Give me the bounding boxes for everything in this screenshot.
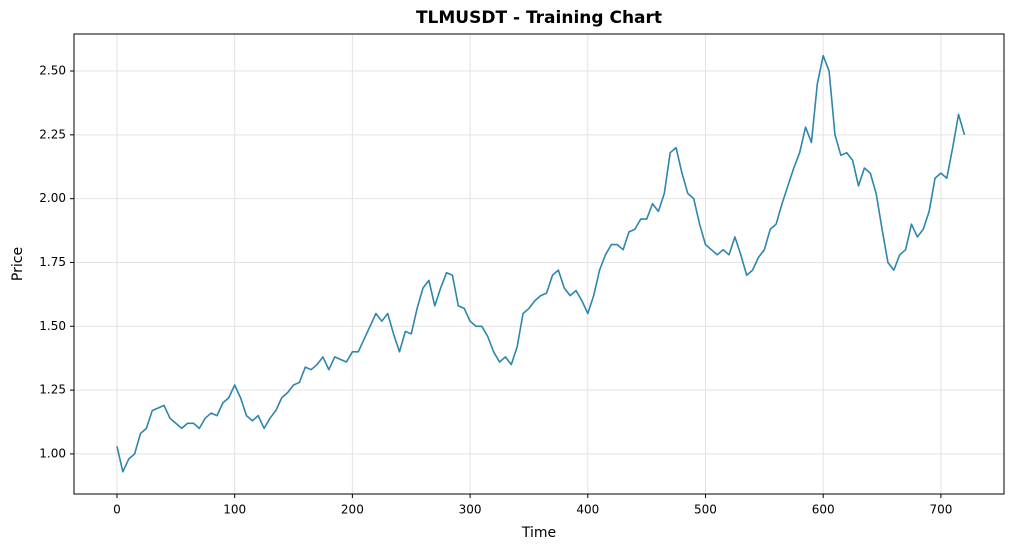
x-tick-label: 100 bbox=[223, 503, 246, 517]
x-axis-label: Time bbox=[521, 525, 556, 541]
y-axis-label: Price bbox=[10, 247, 26, 281]
x-tick-label: 200 bbox=[341, 503, 364, 517]
y-tick-label: 2.25 bbox=[39, 127, 66, 141]
y-tick-label: 1.50 bbox=[39, 319, 66, 333]
y-tick-label: 1.75 bbox=[39, 255, 66, 269]
chart-title: TLMUSDT - Training Chart bbox=[416, 8, 662, 28]
x-tick-label: 500 bbox=[694, 503, 717, 517]
y-tick-label: 2.00 bbox=[39, 191, 66, 205]
plot-frame bbox=[73, 33, 1005, 495]
x-tick-label: 400 bbox=[576, 503, 599, 517]
price-line bbox=[116, 54, 966, 473]
x-tick-label: 700 bbox=[929, 503, 952, 517]
x-tick-label: 600 bbox=[812, 503, 835, 517]
y-tick-label: 1.00 bbox=[39, 446, 66, 460]
x-tick-label: 300 bbox=[459, 503, 482, 517]
y-tick-label: 1.25 bbox=[39, 383, 66, 397]
x-tick-label: 0 bbox=[113, 503, 121, 517]
y-tick-label: 2.50 bbox=[39, 64, 66, 78]
